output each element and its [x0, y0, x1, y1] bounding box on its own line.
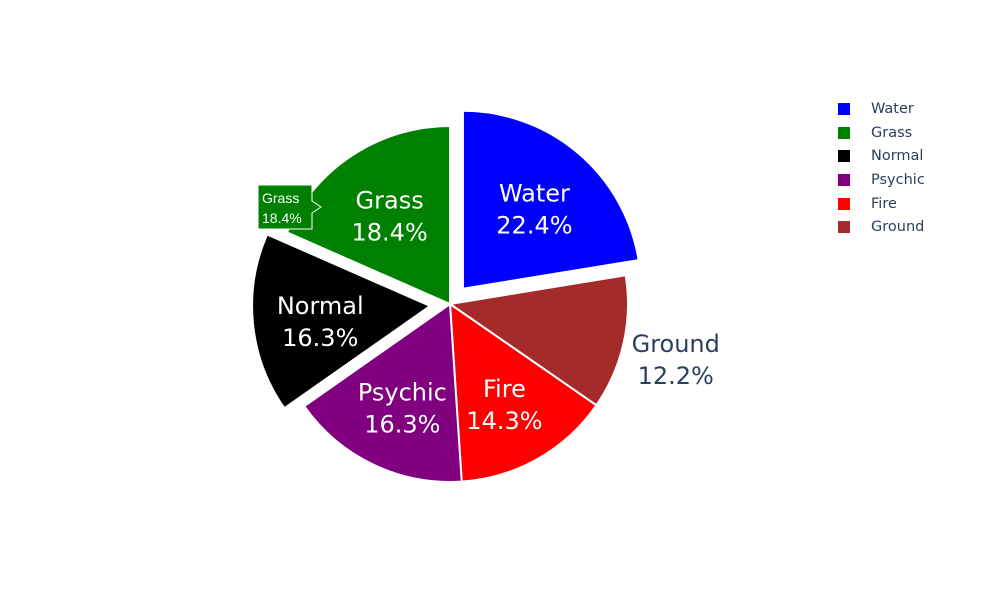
slice-label-water: Water: [499, 180, 570, 208]
legend-item-psychic[interactable]: Psychic: [838, 168, 925, 192]
legend-swatch: [838, 150, 850, 163]
legend-item-grass[interactable]: Grass: [838, 121, 925, 145]
slice-label-normal: Normal: [277, 292, 364, 320]
legend-swatch: [838, 197, 850, 210]
slice-percent-ground: 12.2%: [638, 362, 714, 390]
legend-swatch: [838, 221, 850, 234]
pie-slice-fire[interactable]: [448, 301, 598, 483]
legend-swatch: [838, 126, 850, 139]
pie-slice-water[interactable]: [461, 109, 640, 290]
legend-item-ground[interactable]: Ground: [838, 215, 925, 239]
legend-label: Fire: [871, 195, 897, 212]
hover-tooltip: Grass 18.4%: [257, 184, 322, 230]
legend-item-normal[interactable]: Normal: [838, 144, 925, 168]
pie-slice-normal[interactable]: [251, 233, 433, 410]
legend-label: Ground: [871, 219, 925, 236]
legend-item-fire[interactable]: Fire: [838, 192, 925, 216]
legend-label: Psychic: [871, 171, 925, 188]
legend-swatch: [838, 173, 850, 186]
slice-percent-grass: 18.4%: [352, 219, 428, 247]
pie-slice-ground[interactable]: [447, 274, 629, 407]
tooltip-value: 18.4%: [262, 210, 302, 226]
pie-slice-psychic[interactable]: [302, 302, 463, 483]
slice-label-fire: Fire: [483, 375, 526, 403]
legend-label: Grass: [871, 124, 913, 141]
tooltip-label: Grass: [262, 190, 299, 206]
legend: Water Grass Normal Psychic Fire Ground: [838, 97, 925, 239]
legend-swatch: [838, 102, 850, 115]
slice-percent-psychic: 16.3%: [364, 411, 440, 439]
slice-label-grass: Grass: [356, 187, 424, 215]
slice-label-ground: Ground: [632, 330, 720, 358]
slice-percent-normal: 16.3%: [282, 324, 358, 352]
legend-item-water[interactable]: Water: [838, 97, 925, 121]
legend-label: Normal: [871, 148, 924, 165]
slice-label-psychic: Psychic: [358, 379, 447, 407]
slice-percent-fire: 14.3%: [466, 407, 542, 435]
legend-label: Water: [871, 100, 914, 117]
slice-percent-water: 22.4%: [496, 212, 572, 240]
